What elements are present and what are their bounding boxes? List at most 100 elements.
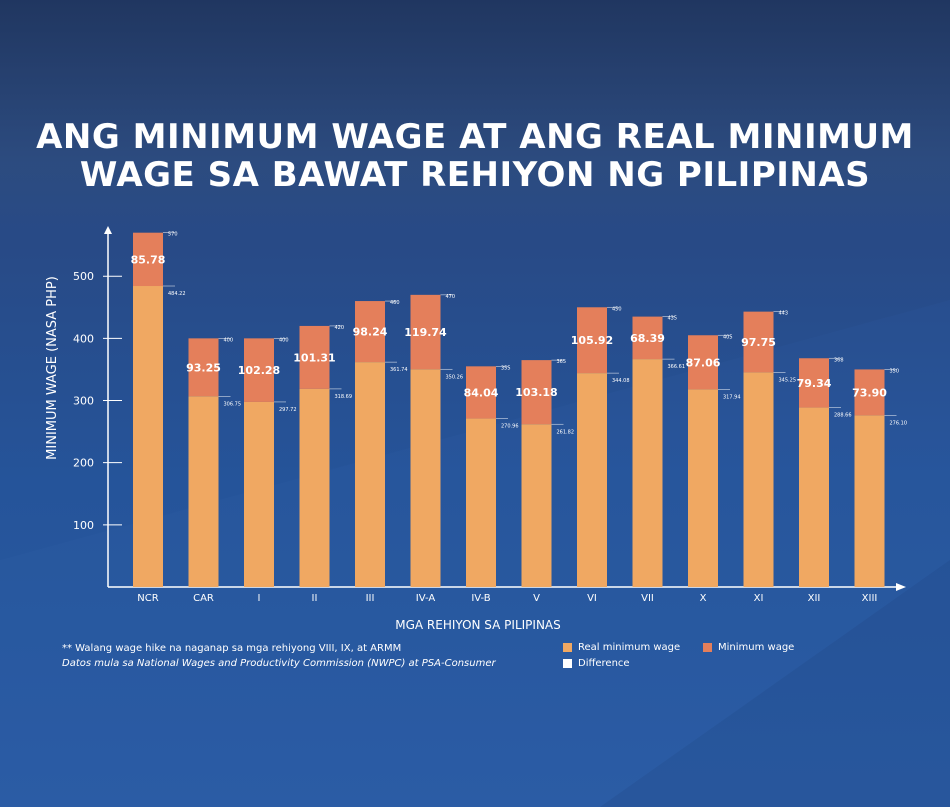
real-wage-label: 345.25: [779, 377, 797, 383]
bar-real-segment: [854, 415, 885, 587]
bar-minimum-segment: [854, 369, 885, 416]
difference-label: 98.24: [353, 326, 388, 339]
legend-label-minimum: Minimum wage: [718, 642, 795, 653]
title-line-1: ANG MINIMUM WAGE AT ANG REAL MINIMUM: [36, 117, 914, 157]
difference-label: 119.74: [404, 326, 447, 339]
x-tick-label: CAR: [193, 593, 214, 604]
bar-real-segment: [632, 359, 663, 587]
minimum-wage-label: 420: [335, 325, 345, 331]
minimum-wage-label: 365: [557, 359, 567, 365]
minimum-wage-label: 570: [168, 232, 178, 238]
bar-minimum-segment: [466, 366, 496, 419]
legend-item-difference: Difference: [563, 658, 630, 669]
y-axis-arrow: [104, 226, 112, 234]
y-tick-label: 500: [73, 270, 94, 283]
legend-label-difference: Difference: [578, 658, 630, 669]
minimum-wage-label: 350: [890, 368, 900, 374]
real-wage-label: 344.08: [612, 378, 630, 384]
x-tick-label: IV-B: [471, 593, 490, 604]
minimum-wage-label: 435: [668, 316, 678, 322]
x-tick-label: V: [533, 593, 540, 604]
real-wage-label: 297.72: [279, 407, 297, 413]
bar-real-segment: [743, 372, 774, 587]
bar-real-segment: [133, 286, 163, 587]
real-wage-label: 288.66: [834, 413, 852, 419]
bar-real-segment: [410, 369, 441, 587]
minimum-wage-label: 368: [834, 357, 844, 363]
minimum-wage-label: 400: [279, 337, 289, 343]
bar-minimum-segment: [521, 360, 552, 425]
minimum-wage-label: 443: [779, 311, 789, 317]
difference-label: 73.90: [852, 386, 887, 399]
minimum-wage-label: 405: [723, 334, 733, 340]
x-tick-label: IV-A: [416, 593, 436, 604]
difference-label: 84.04: [464, 386, 499, 399]
x-tick-label: VI: [587, 593, 597, 604]
difference-label: 102.28: [238, 364, 280, 377]
background-photo: [0, 0, 950, 230]
minimum-wage-label: 460: [390, 300, 400, 306]
legend-item-minimum: Minimum wage: [703, 642, 794, 653]
minimum-wage-label: 450: [612, 306, 622, 312]
bar-real-segment: [299, 388, 330, 587]
bars: 85.78 570 484.22 93.25 400 306.75 102.28 400 297…: [131, 232, 907, 587]
real-wage-label: 318.69: [335, 394, 353, 400]
x-tick-label: XIII: [862, 593, 878, 604]
difference-label: 85.78: [131, 253, 166, 266]
y-axis-ticks: 100 200 300 400 500: [73, 270, 122, 532]
y-axis-label: MINIMUM WAGE (NASA PHP): [45, 276, 60, 460]
difference-label: 105.92: [571, 334, 613, 347]
legend-swatch-real: [563, 643, 572, 652]
x-tick-label: II: [312, 593, 318, 604]
bar-minimum-segment: [133, 232, 163, 287]
bar-real-segment: [577, 373, 607, 587]
x-tick-label: III: [366, 593, 375, 604]
bar-minimum-segment: [577, 307, 607, 374]
bar-minimum-segment: [355, 301, 385, 363]
x-tick-label: X: [700, 593, 707, 604]
bar-real-segment: [521, 424, 552, 587]
x-axis-tick-labels: NCR CAR I II III IV-A IV-B V VI VII X XI XII XIII: [137, 593, 877, 604]
bar-real-segment: [688, 389, 718, 587]
real-wage-label: 484.22: [168, 291, 186, 297]
x-tick-label: I: [258, 593, 261, 604]
bar-real-segment: [466, 418, 496, 587]
x-tick-label: VII: [641, 593, 654, 604]
minimum-wage-label: 355: [501, 365, 511, 371]
real-wage-label: 366.61: [668, 364, 686, 370]
bar-minimum-segment: [410, 294, 441, 370]
chart-axes: [104, 226, 906, 591]
difference-label: 87.06: [686, 356, 721, 369]
footer-source: Datos mula sa National Wages and Product…: [62, 658, 496, 669]
difference-label: 101.31: [293, 351, 335, 364]
bar-real-segment: [188, 396, 219, 587]
real-wage-label: 276.10: [890, 420, 908, 426]
real-wage-label: 270.96: [501, 424, 519, 430]
difference-label: 79.34: [797, 377, 832, 390]
difference-label: 103.18: [515, 386, 557, 399]
real-wage-label: 317.94: [723, 394, 741, 400]
real-wage-label: 350.26: [446, 374, 464, 380]
x-axis-arrow: [896, 583, 906, 591]
bar-minimum-segment: [244, 338, 274, 402]
bar-real-segment: [244, 401, 274, 587]
y-tick-label: 100: [73, 519, 94, 532]
difference-label: 68.39: [630, 332, 665, 345]
y-tick-label: 400: [73, 332, 94, 345]
bar-real-segment: [355, 362, 385, 587]
difference-label: 93.25: [186, 361, 221, 374]
bar-minimum-segment: [688, 335, 718, 390]
page-title: ANG MINIMUM WAGE AT ANG REAL MINIMUM WAG…: [0, 118, 950, 194]
bar-minimum-segment: [799, 358, 829, 408]
legend-item-real: Real minimum wage: [563, 642, 680, 653]
x-tick-label: XI: [754, 593, 764, 604]
y-tick-label: 200: [73, 457, 94, 470]
real-wage-label: 361.74: [390, 367, 408, 373]
bar-real-segment: [799, 407, 829, 587]
bar-minimum-segment: [743, 311, 774, 373]
x-tick-label: XII: [808, 593, 821, 604]
minimum-wage-label: 400: [224, 337, 234, 343]
legend-swatch-difference: [563, 659, 572, 668]
